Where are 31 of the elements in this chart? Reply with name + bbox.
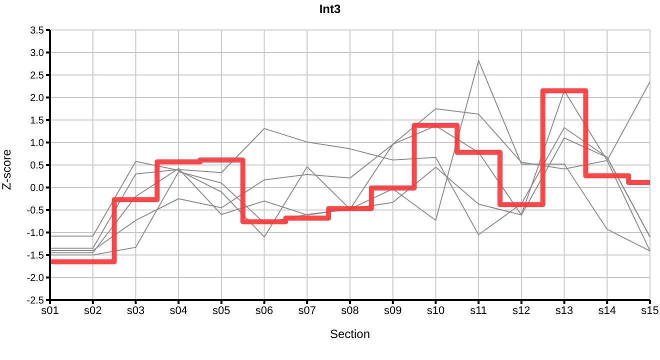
y-tick-label: 1.0 (30, 138, 44, 150)
y-tick-label: 3.5 (30, 26, 44, 37)
x-tick-label: s06 (255, 304, 274, 317)
y-tick-label: 2.5 (30, 70, 44, 82)
y-tick-label: -1.0 (26, 228, 44, 240)
x-tick-label: s05 (212, 304, 230, 317)
y-tick-label: -2.5 (26, 296, 44, 307)
x-tick-label: s10 (426, 304, 445, 317)
x-tick-label: s12 (512, 304, 530, 317)
chart-title: Int3 (318, 2, 342, 16)
x-tick-label: s07 (298, 304, 316, 317)
x-tick-label: s01 (41, 304, 59, 317)
y-tick-label: 1.5 (30, 116, 44, 127)
x-tick-label: s03 (126, 304, 145, 317)
x-tick-label: s14 (598, 304, 616, 317)
x-tick-label: s09 (384, 304, 402, 317)
y-tick-label: -0.5 (26, 206, 44, 217)
y-tick-label: 0.0 (30, 183, 44, 194)
x-tick-label: s08 (341, 304, 359, 317)
y-tick-label: -1.5 (26, 250, 44, 262)
x-tick-label: s15 (641, 304, 659, 317)
x-tick-label: s02 (84, 304, 102, 317)
y-tick-label: 0.5 (30, 160, 44, 172)
y-tick-label: -2.0 (26, 273, 44, 284)
x-tick-label: s11 (470, 304, 488, 317)
x-axis-title: Section (330, 327, 370, 341)
y-tick-label: 2.0 (30, 93, 44, 104)
y-tick-label: 3.0 (30, 48, 44, 60)
x-tick-label: s04 (170, 304, 188, 317)
x-tick-label: s13 (555, 304, 574, 317)
y-axis-title: Z-score (0, 149, 14, 190)
